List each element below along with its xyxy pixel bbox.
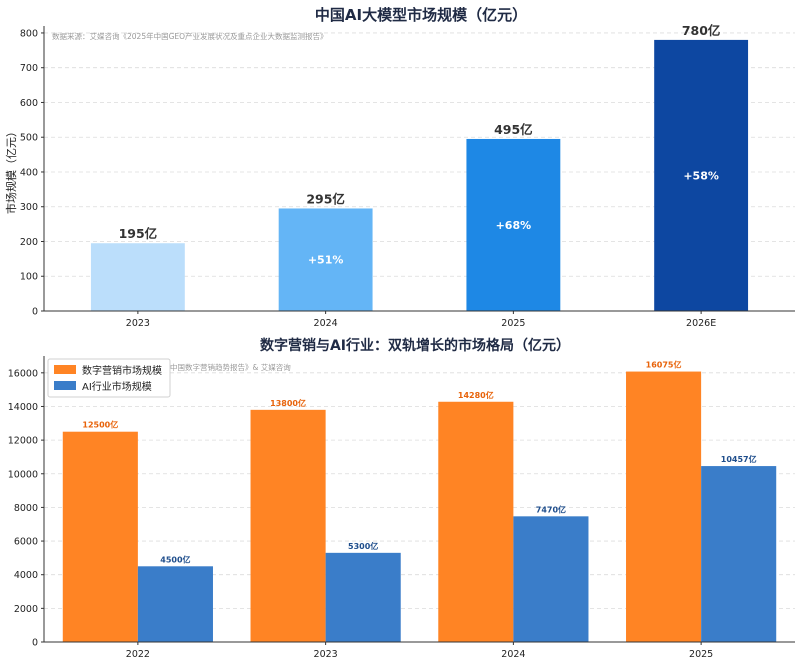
- chart-1-y-tick-label: 300: [20, 202, 38, 213]
- chart-2-x-tick-label: 2023: [314, 649, 338, 660]
- chart-2-value-label: 16075亿: [646, 360, 682, 370]
- chart-1-y-tick-label: 600: [20, 98, 38, 109]
- chart-2-bar-ai-industry-2025: [701, 466, 777, 642]
- chart-2-y-tick-label: 12000: [8, 436, 38, 447]
- chart-2-x-tick-label: 2022: [126, 649, 150, 660]
- chart-2-x-ticks: 2022 2023 2024 2025: [126, 642, 713, 660]
- chart-2-value-label: 14280亿: [458, 390, 494, 400]
- chart-1-y-tick-label: 0: [32, 307, 38, 318]
- chart-1-bar-2025: [466, 138, 561, 311]
- chart-2-bar-ai-industry-2024: [513, 516, 589, 642]
- chart-2-bar-ai-industry-2022: [137, 566, 213, 642]
- chart-2-y-tick-label: 4000: [14, 570, 38, 581]
- chart-1-bar-2023: [90, 243, 185, 311]
- chart-1-growth-label: +68%: [496, 219, 532, 232]
- chart-1-y-tick-label: 200: [20, 237, 38, 248]
- chart-1-x-tick-label: 2026E: [686, 318, 716, 329]
- chart-1-y-tick-label: 400: [20, 167, 38, 178]
- chart-2-value-label: 4500亿: [160, 554, 190, 564]
- chart-2-bar-digital-marketing-2022: [62, 431, 138, 642]
- chart-2-bars: 12500亿 4500亿 13800亿 5300亿 14280亿 7470亿 16075亿 1…: [62, 360, 777, 642]
- legend-swatch-ai-industry: [54, 381, 76, 390]
- chart-2-bar-digital-marketing-2023: [250, 409, 326, 642]
- chart-1-growth-label: +51%: [308, 254, 344, 267]
- chart-1-y-tick-label: 100: [20, 272, 38, 283]
- legend-label-ai-industry: AI行业市场规模: [82, 380, 152, 393]
- chart-2-y-tick-label: 16000: [8, 368, 38, 379]
- legend-box: [47, 358, 171, 398]
- chart-1-x-tick-label: 2025: [501, 318, 525, 329]
- chart-2-y-tick-label: 8000: [14, 503, 38, 514]
- chart-2-y-ticks: 0 2000 4000 6000 8000 10000 12000 14000 16000: [8, 368, 44, 649]
- chart-1-y-label: 市场规模（亿元）: [4, 126, 18, 214]
- chart-1-bars: 195亿 295亿 +51% 495亿 +68% 780亿 +58%: [90, 23, 749, 312]
- chart-1-value-label: 780亿: [682, 23, 721, 38]
- chart-1-source-note: 数据来源：艾媒咨询《2025年中国GEO产业发展状况及重点企业大数据监测报告》: [52, 31, 328, 41]
- chart-2-bar-ai-industry-2023: [325, 552, 401, 642]
- chart-2-y-tick-label: 10000: [8, 469, 38, 480]
- chart-1-y-ticks: 0 100 200 300 400 500 600 700 800: [20, 28, 44, 318]
- chart-2-value-label: 13800亿: [270, 398, 306, 408]
- chart-2-value-label: 5300亿: [348, 541, 378, 551]
- chart-1-y-tick-label: 700: [20, 63, 38, 74]
- chart-1-value-label: 195亿: [119, 226, 158, 241]
- chart-1-bar-2026E: [654, 39, 749, 312]
- chart-2-bar-digital-marketing-2025: [626, 371, 702, 642]
- chart-2: 数字营销与AI行业：双轨增长的市场格局（亿元） 12500亿 4500亿 13800…: [8, 337, 795, 660]
- chart-1-y-tick-label: 500: [20, 133, 38, 144]
- chart-1-x-tick-label: 2023: [126, 318, 150, 329]
- chart-2-bar-digital-marketing-2024: [438, 401, 514, 642]
- chart-1-title: 中国AI大模型市场规模（亿元）: [315, 6, 527, 24]
- chart-1: 中国AI大模型市场规模（亿元） 195亿 295亿 +51% 495亿 +68% 780亿…: [4, 6, 795, 329]
- chart-1-value-label: 495亿: [494, 122, 533, 137]
- chart-2-title: 数字营销与AI行业：双轨增长的市场格局（亿元）: [260, 337, 570, 354]
- legend-swatch-digital-marketing: [54, 365, 76, 374]
- chart-1-y-tick-label: 800: [20, 28, 38, 39]
- chart-2-legend: 数字营销市场规模 AI行业市场规模: [47, 358, 171, 398]
- chart-1-x-tick-label: 2024: [314, 318, 338, 329]
- legend-label-digital-marketing: 数字营销市场规模: [82, 364, 162, 377]
- chart-1-bar-2024: [278, 208, 373, 311]
- chart-2-source-note: 中国数字营销趋势报告》& 艾媒咨询: [170, 362, 291, 372]
- chart-2-value-label: 12500亿: [82, 420, 118, 430]
- chart-2-value-label: 7470亿: [536, 504, 566, 514]
- chart-2-y-tick-label: 6000: [14, 537, 38, 548]
- chart-2-x-tick-label: 2024: [501, 649, 525, 660]
- chart-1-growth-label: +58%: [683, 169, 719, 182]
- chart-2-value-label: 10457亿: [721, 454, 757, 464]
- chart-1-value-label: 295亿: [306, 191, 345, 206]
- chart-2-y-tick-label: 0: [32, 638, 38, 649]
- chart-2-x-tick-label: 2025: [689, 649, 713, 660]
- chart-2-y-tick-label: 14000: [8, 402, 38, 413]
- chart-1-x-ticks: 2023 2024 2025 2026E: [126, 311, 716, 329]
- chart-2-y-tick-label: 2000: [14, 604, 38, 615]
